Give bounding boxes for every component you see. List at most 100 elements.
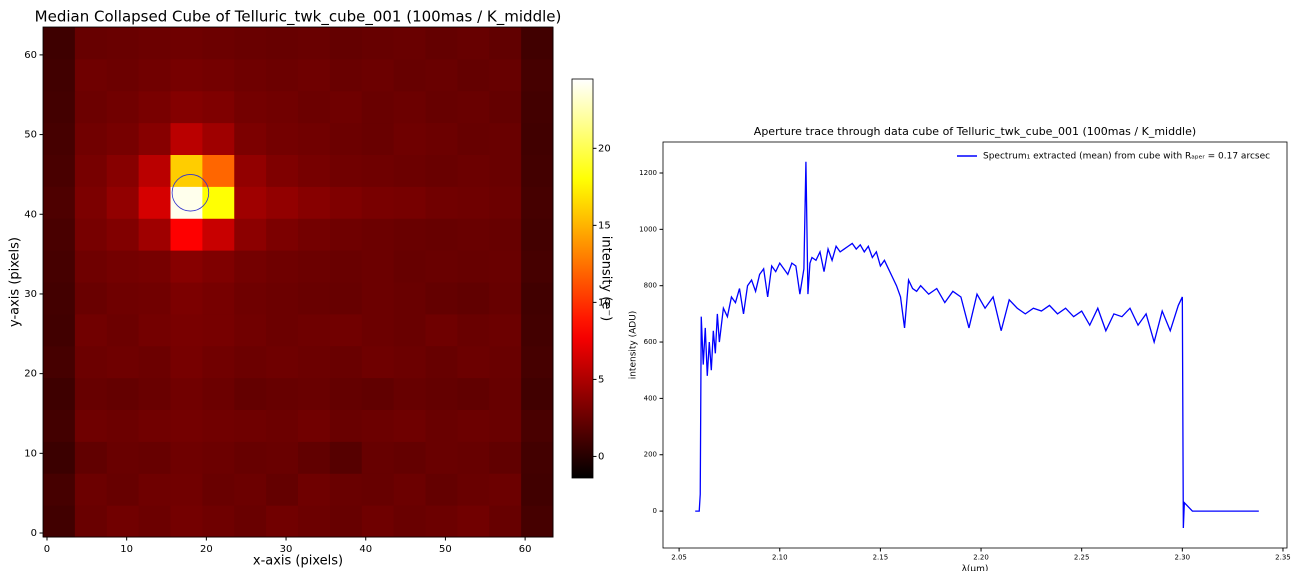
heatmap-cell [521, 505, 554, 538]
heatmap-cell [489, 441, 522, 474]
heatmap-cell [106, 409, 140, 442]
heatmap-cell [106, 154, 140, 187]
heatmap-cell [266, 122, 299, 155]
heatmap-cell [74, 186, 108, 219]
heatmap-cell [457, 473, 490, 506]
heatmap-cell [361, 473, 395, 506]
spectrum-line [695, 161, 1259, 529]
heatmap-cell [489, 58, 522, 92]
heatmap-cell [138, 250, 171, 283]
heatmap-cell [170, 90, 203, 124]
x-axis-label: x-axis (pixels) [253, 554, 343, 569]
heatmap-cell [202, 122, 235, 155]
heatmap-cell [202, 313, 235, 347]
y-axis-label: y-axis (pixels) [8, 237, 23, 327]
y-tick-label: 30 [24, 289, 37, 300]
heatmap-cell [43, 90, 76, 124]
heatmap-cell [234, 345, 267, 379]
chart-title: Aperture trace through data cube of Tell… [754, 125, 1196, 138]
x-tick-label: 20 [200, 544, 213, 555]
heatmap-cell [425, 250, 458, 283]
heatmap-cell [106, 186, 140, 219]
heatmap-cell [74, 377, 108, 410]
x-tick-label: 40 [359, 544, 372, 555]
heatmap-cell [266, 58, 299, 92]
heatmap-cell [298, 58, 331, 92]
heatmap-cell [106, 250, 140, 283]
heatmap-cell [457, 377, 490, 410]
heatmap-cell [202, 250, 235, 283]
heatmap-cell [266, 505, 299, 538]
x-tick-label: 50 [439, 544, 452, 555]
heatmap-cell [234, 377, 267, 410]
heatmap-cell [457, 122, 490, 155]
heatmap-cell [361, 27, 395, 60]
heatmap-cell [521, 282, 554, 315]
heatmap-cell [170, 409, 203, 442]
heatmap-cell [298, 377, 331, 410]
heatmap-cell [106, 218, 140, 251]
heatmap-cell [138, 377, 171, 410]
heatmap-cell [425, 218, 458, 251]
heatmap-cell [361, 409, 395, 442]
heatmap-cell [106, 282, 140, 315]
y-tick-label: 800 [644, 282, 657, 290]
heatmap-cell [521, 250, 554, 283]
heatmap-cell [361, 441, 395, 474]
heatmap-cell [170, 27, 203, 60]
heatmap-cell [457, 313, 490, 347]
heatmap-cell [425, 505, 458, 538]
heatmap-cell [43, 122, 76, 155]
y-tick-label: 0 [653, 507, 657, 515]
heatmap-cell [138, 409, 171, 442]
heatmap-cell [170, 282, 203, 315]
heatmap-cell [266, 473, 299, 506]
heatmap-cell [266, 154, 299, 187]
heatmap-cell [298, 154, 331, 187]
heatmap-cell [425, 58, 458, 92]
heatmap-cell [266, 282, 299, 315]
colorbar-tick-label: 10 [598, 297, 611, 308]
heatmap-cell [361, 218, 395, 251]
y-tick-label: 40 [24, 209, 37, 220]
heatmap-cell [74, 90, 108, 124]
heatmap-cell [202, 505, 235, 538]
colorbar-tick-label: 20 [598, 143, 611, 154]
heatmap-cell [106, 441, 140, 474]
heatmap-cell [489, 186, 522, 219]
heatmap-cell [74, 345, 108, 379]
y-tick-label: 400 [644, 394, 657, 402]
x-tick-label: 30 [280, 544, 293, 555]
heatmap-cell [393, 313, 426, 347]
heatmap-cell [457, 282, 490, 315]
heatmap-cell [202, 282, 235, 315]
heatmap-cell [202, 345, 235, 379]
heatmap-cell [329, 58, 363, 92]
heatmap-cell [106, 377, 140, 410]
heatmap-cell [329, 313, 363, 347]
heatmap-cell [106, 90, 140, 124]
heatmap-cell [329, 154, 363, 187]
colorbar-tick-label: 0 [598, 451, 604, 462]
heatmap-cell [393, 27, 426, 60]
heatmap-cell [457, 441, 490, 474]
heatmap-cell [457, 186, 490, 219]
y-tick-label: 0 [31, 528, 37, 539]
y-axis-label: intensity (ADU) [629, 311, 639, 380]
heatmap-cell [74, 250, 108, 283]
x-tick-label: 2.10 [772, 554, 788, 562]
heatmap-cell [393, 505, 426, 538]
heatmap-cell [43, 441, 76, 474]
heatmap-cell [329, 473, 363, 506]
heatmap-cell [266, 218, 299, 251]
colorbar-tick-label: 15 [598, 220, 611, 231]
heatmap-cell [234, 27, 267, 60]
heatmap-cell [393, 473, 426, 506]
heatmap-cell [234, 58, 267, 92]
heatmap-cell [234, 154, 267, 187]
heatmap-cell [202, 441, 235, 474]
heatmap-cell [521, 186, 554, 219]
heatmap-cell [329, 505, 363, 538]
heatmap-cell [170, 250, 203, 283]
